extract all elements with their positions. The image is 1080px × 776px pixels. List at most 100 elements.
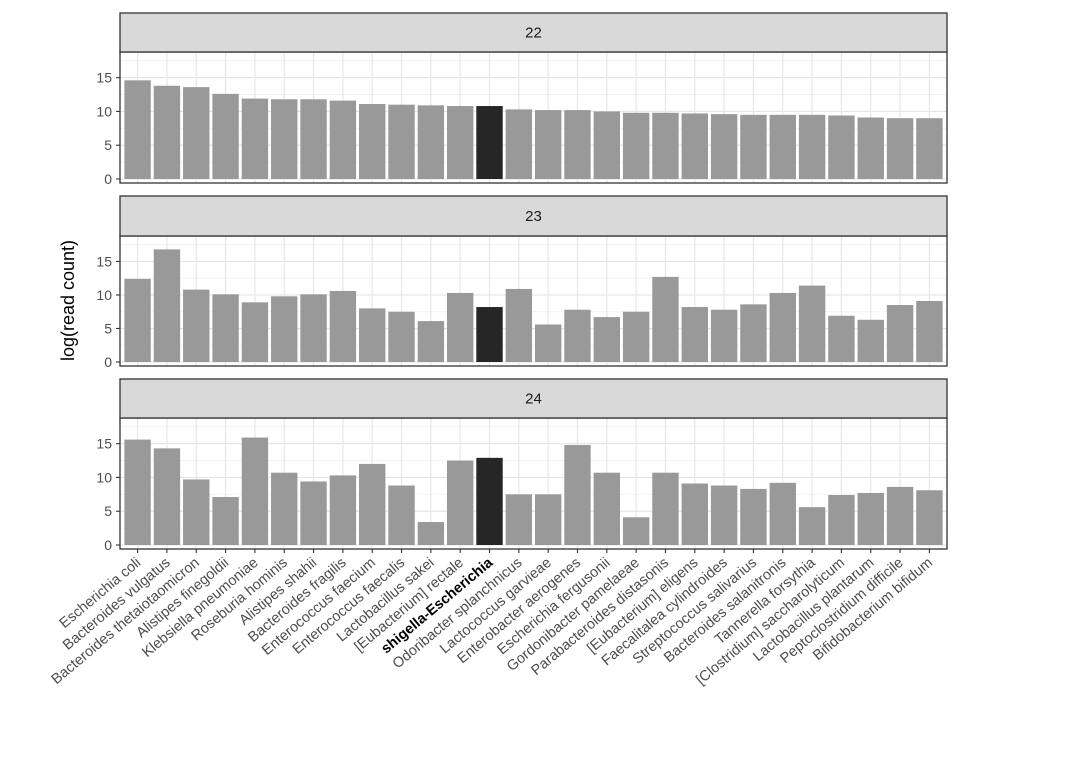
- bar: [417, 321, 445, 362]
- facet-panel-24: 24 0 5 10 15: [96, 378, 948, 553]
- facet-strip-label: 23: [525, 208, 542, 225]
- bar: [534, 324, 562, 362]
- bar: [534, 494, 562, 545]
- bar: [271, 472, 298, 545]
- bar: [622, 517, 650, 545]
- bar: [505, 288, 533, 362]
- bar: [681, 307, 708, 362]
- bar: [798, 507, 826, 545]
- bar: [124, 439, 151, 545]
- bar: [622, 311, 650, 362]
- bar: [916, 118, 943, 179]
- y-tick-label: 10: [96, 469, 112, 485]
- bar: [769, 482, 796, 545]
- bar: [388, 311, 415, 362]
- bar: [417, 522, 445, 545]
- y-tick-label: 15: [96, 70, 112, 86]
- bar: [593, 317, 621, 362]
- bar: [828, 115, 855, 179]
- y-tick-label: 5: [104, 137, 112, 153]
- bar: [652, 112, 679, 179]
- bar-highlight: [476, 457, 503, 545]
- bar: [681, 113, 708, 179]
- bar: [446, 292, 474, 362]
- bar: [769, 114, 796, 179]
- bar: [388, 485, 415, 545]
- bar: [593, 472, 621, 545]
- bar: [740, 114, 767, 179]
- bar: [534, 110, 562, 179]
- y-tick-label: 10: [96, 103, 112, 119]
- y-tick-label: 10: [96, 287, 112, 303]
- bar: [564, 110, 591, 179]
- bar: [446, 106, 474, 179]
- bar: [798, 114, 826, 179]
- bar: [886, 118, 914, 179]
- bar: [593, 111, 621, 179]
- bar: [329, 290, 357, 362]
- y-axis-title: log(read count): [58, 240, 78, 361]
- bar: [329, 100, 357, 179]
- bar: [212, 93, 239, 179]
- facet-strip: [119, 195, 948, 237]
- facet-strip: [119, 12, 948, 53]
- bar: [710, 485, 738, 545]
- bar: [271, 296, 298, 362]
- bar: [359, 463, 386, 545]
- y-tick-label: 15: [96, 253, 112, 269]
- bar: [622, 112, 650, 179]
- bar: [153, 85, 181, 179]
- bar: [886, 305, 914, 362]
- bar-highlight: [476, 307, 503, 362]
- bar: [417, 105, 445, 179]
- bar: [564, 309, 591, 362]
- bar: [505, 109, 533, 179]
- y-tick-label: 5: [104, 320, 112, 336]
- y-tick-label: 0: [104, 354, 112, 370]
- bar-highlight: [476, 106, 503, 179]
- bar: [857, 492, 884, 545]
- bar: [446, 460, 474, 545]
- bar: [212, 497, 239, 545]
- bar: [212, 294, 239, 362]
- facet-panel-22: 22 0 5 10 15: [96, 12, 948, 187]
- bar: [740, 488, 767, 545]
- bar: [183, 87, 210, 179]
- bar: [710, 309, 738, 362]
- bar: [564, 445, 591, 545]
- bar: [828, 315, 855, 362]
- bar: [241, 98, 269, 179]
- facet-panel-23: 23 0 5 10 15: [96, 195, 948, 370]
- bar: [740, 304, 767, 362]
- bar: [183, 479, 210, 545]
- bar: [886, 486, 914, 545]
- bar: [916, 301, 943, 362]
- bar: [857, 319, 884, 362]
- bar: [359, 104, 386, 179]
- bar: [359, 308, 386, 362]
- bar: [300, 99, 327, 179]
- bar: [300, 481, 327, 545]
- bar: [916, 490, 943, 545]
- y-tick-label: 5: [104, 503, 112, 519]
- bar: [241, 302, 269, 362]
- bar: [652, 472, 679, 545]
- facet-strip: [119, 378, 948, 419]
- bar: [798, 285, 826, 362]
- bar: [388, 104, 415, 179]
- bar: [124, 80, 151, 179]
- bar: [828, 495, 855, 545]
- bar: [329, 475, 357, 545]
- bar: [769, 292, 796, 362]
- bar: [505, 494, 533, 545]
- y-tick-label: 15: [96, 436, 112, 452]
- bar: [124, 278, 151, 362]
- facet-strip-label: 22: [525, 25, 542, 42]
- bar: [857, 117, 884, 179]
- bar: [241, 437, 269, 545]
- y-tick-label: 0: [104, 537, 112, 553]
- bar: [300, 294, 327, 362]
- bar: [652, 276, 679, 362]
